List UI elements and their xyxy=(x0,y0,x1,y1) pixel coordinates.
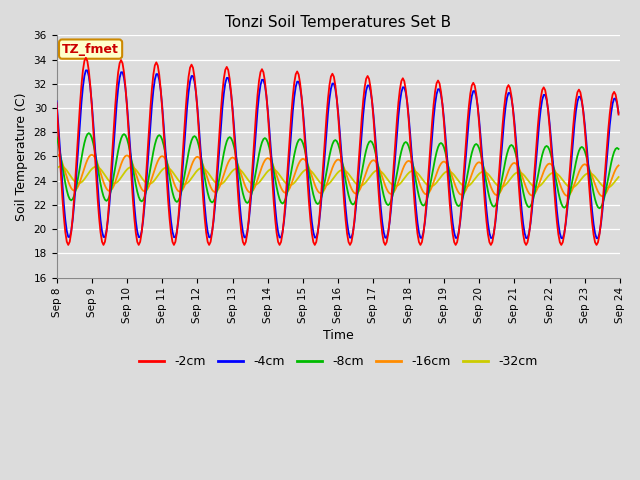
Legend: -2cm, -4cm, -8cm, -16cm, -32cm: -2cm, -4cm, -8cm, -16cm, -32cm xyxy=(134,350,543,373)
Title: Tonzi Soil Temperatures Set B: Tonzi Soil Temperatures Set B xyxy=(225,15,451,30)
Y-axis label: Soil Temperature (C): Soil Temperature (C) xyxy=(15,92,28,221)
Text: TZ_fmet: TZ_fmet xyxy=(62,43,119,56)
X-axis label: Time: Time xyxy=(323,329,354,342)
